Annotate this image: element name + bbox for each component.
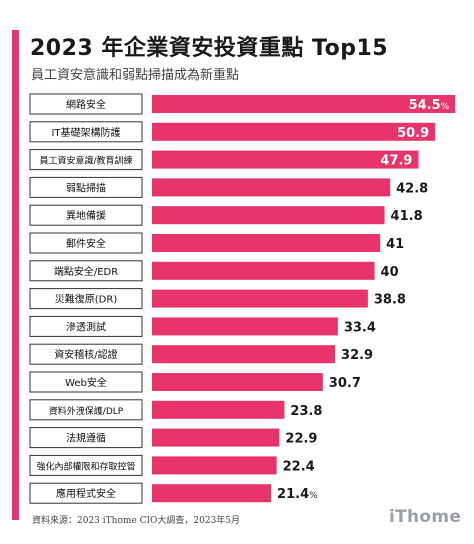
bar [152, 178, 391, 197]
category-label: Web安全 [65, 376, 107, 389]
category-label-box [29, 343, 143, 365]
category-label-box [29, 454, 143, 476]
bar [152, 150, 419, 169]
bar [152, 373, 323, 391]
category-label-box [29, 371, 143, 393]
value-label: 47.9 [380, 154, 412, 169]
chart-subtitle: 員工資安意識和弱點掃描成為新重點 [31, 68, 240, 83]
value-label: 22.4 [283, 459, 315, 474]
bar [152, 428, 280, 447]
bar [152, 289, 368, 308]
category-label: 異地備援 [66, 209, 106, 222]
category-label-box [29, 204, 143, 226]
category-label-box [29, 315, 143, 337]
value-label: 40 [381, 265, 399, 280]
category-label: IT基礎架構防護 [51, 126, 120, 139]
chart-title: 2023 年企業資安投資重點 Top15 [30, 36, 389, 61]
category-label-box [29, 288, 143, 310]
category-label-box [29, 482, 143, 504]
bar [152, 400, 285, 419]
value-label: 23.8 [290, 404, 322, 419]
value-label: 42.8 [396, 181, 428, 196]
accent-bar [12, 30, 19, 520]
category-label-box [29, 93, 143, 115]
value-label: 54.5% [409, 98, 450, 113]
value-label: 30.7 [329, 376, 361, 391]
category-label-box [29, 427, 143, 449]
category-label: 員工資安意識/教育訓練 [39, 155, 132, 167]
category-label-box [29, 121, 143, 143]
value-label: 41.8 [391, 209, 423, 224]
bar [152, 261, 375, 280]
category-label: 資料外洩保護/DLP [49, 405, 124, 417]
category-label-box [29, 399, 143, 421]
category-label: 端點安全/EDR [54, 265, 118, 278]
bar [152, 317, 338, 336]
category-label: 強化內部權限和存取控管 [36, 460, 135, 472]
category-label-box [29, 232, 143, 254]
value-label: 41 [386, 237, 404, 252]
category-label: 法規遵循 [66, 432, 106, 445]
bar [152, 456, 277, 475]
value-label: 21.4% [277, 487, 318, 502]
source-note: 資料來源：2023 iThome CIO大調查，2023年5月 [32, 516, 241, 526]
category-label-box [29, 176, 143, 198]
category-label: 應用程式安全 [56, 487, 116, 500]
category-label: 災難復原(DR) [55, 293, 118, 306]
value-label: 32.9 [341, 348, 373, 363]
bar [152, 206, 385, 225]
category-label: 滲透測試 [66, 320, 106, 333]
bar [152, 484, 272, 503]
bar [152, 345, 336, 364]
value-label: 38.8 [374, 293, 406, 308]
value-label: 33.4 [344, 320, 376, 335]
ithome-logo: iThome [389, 507, 462, 527]
category-label-box [29, 149, 143, 171]
category-label: 網路安全 [66, 98, 106, 111]
value-label: 50.9 [397, 126, 429, 141]
category-label-box [29, 260, 143, 282]
bar [152, 122, 436, 141]
category-label: 郵件安全 [66, 237, 106, 250]
category-label: 資安稽核/認證 [54, 348, 117, 361]
value-label: 22.9 [285, 432, 317, 447]
category-label: 弱點掃描 [66, 181, 106, 194]
bar [152, 234, 381, 252]
bar [152, 95, 456, 113]
